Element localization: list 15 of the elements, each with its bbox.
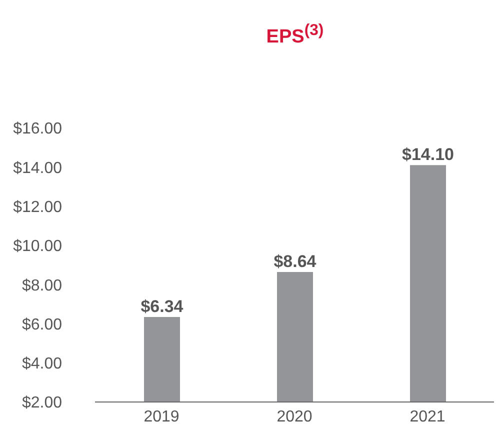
y-tick-label: $4.00	[22, 356, 62, 373]
y-tick-label: $8.00	[22, 277, 62, 294]
x-tick-label: 2021	[410, 408, 446, 426]
y-tick-label: $14.00	[13, 160, 62, 177]
y-tick-label: $16.00	[13, 120, 62, 138]
y-tick-label: $12.00	[13, 198, 62, 216]
chart-title: EPS$^{(3)}$	[265, 22, 325, 48]
data-label: $6.34	[140, 297, 184, 316]
x-tick-label: 2019	[144, 408, 180, 426]
y-tick-label: $2.00	[22, 394, 62, 412]
data-label: $14.10	[402, 145, 454, 164]
y-tick-label: $10.00	[13, 238, 62, 256]
y-tick-label: $6.00	[22, 316, 62, 334]
data-label: $8.64	[274, 252, 317, 272]
x-tick-label: 2020	[276, 408, 312, 426]
